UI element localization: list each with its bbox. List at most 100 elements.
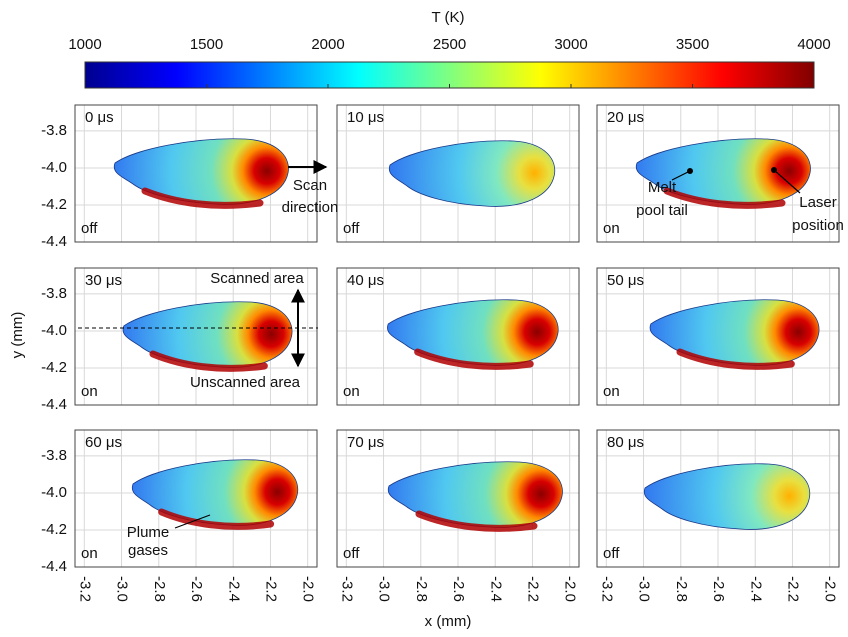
x-tick-label: -2.6 [710, 576, 727, 602]
x-tick-label: -3.2 [338, 576, 355, 602]
panel-frame [596, 429, 840, 568]
time-label: 10 μs [347, 109, 384, 126]
panel: 60 μs on [74, 429, 318, 568]
annotation-line [773, 169, 801, 194]
colorbar-tick-label: 1000 [68, 36, 101, 53]
panel-frame [336, 267, 580, 406]
x-tick-label: -2.6 [450, 576, 467, 602]
x-tick-label: -3.0 [376, 576, 393, 602]
laser-state: on [343, 383, 360, 400]
time-label: 70 μs [347, 434, 384, 451]
colorbar-tick-label: 2500 [433, 36, 466, 53]
annotation: gases [128, 542, 168, 559]
x-tick-label: -2.4 [225, 576, 242, 602]
y-axis-label: y (mm) [9, 312, 26, 359]
x-tick-label: -3.2 [598, 576, 615, 602]
hot-edge [141, 187, 264, 209]
laser-state: on [81, 545, 98, 562]
laser-state: off [343, 545, 360, 562]
annotation: position [792, 217, 844, 234]
x-tick-label: -3.0 [636, 576, 653, 602]
hot-edge [415, 510, 538, 532]
y-tick-label: -4.2 [41, 359, 67, 376]
melt-pool-field [122, 301, 293, 368]
time-label: 80 μs [607, 434, 644, 451]
annotation-dot [687, 168, 693, 174]
x-tick-label: -2.8 [151, 576, 168, 602]
laser-state: off [81, 220, 98, 237]
x-tick-label: -2.8 [673, 576, 690, 602]
annotation-line [671, 170, 691, 181]
time-label: 30 μs [85, 272, 122, 289]
y-tick-label: -3.8 [41, 447, 67, 464]
panel: 20 μs on [596, 104, 840, 243]
melt-pool-field [388, 140, 556, 207]
y-tick-label: -4.2 [41, 521, 67, 538]
melt-pool-field [649, 299, 820, 366]
colorbar-tick-label: 3500 [676, 36, 709, 53]
panel: 30 μs on [74, 267, 318, 406]
x-tick-label: -2.0 [562, 576, 579, 602]
melt-pool [649, 299, 820, 370]
x-tick-label: -2.0 [822, 576, 839, 602]
colorbar-tick-label: 4000 [797, 36, 830, 53]
panel-frame [74, 267, 318, 406]
y-tick-label: -4.0 [41, 159, 67, 176]
panel: 70 μs off [336, 429, 580, 568]
x-tick-label: -2.2 [524, 576, 541, 602]
y-tick-label: -3.8 [41, 285, 67, 302]
panel-frame [596, 104, 840, 243]
colorbar-tick-label: 2000 [311, 36, 344, 53]
melt-pool-field [131, 459, 299, 526]
melt-pool [643, 463, 811, 530]
melt-pool [113, 138, 289, 209]
panel-frame [74, 429, 318, 568]
annotation: Scanned area [210, 270, 304, 287]
annotation: Scan [293, 177, 327, 194]
annotation: Laser [799, 194, 837, 211]
annotation: Melt [648, 179, 677, 196]
panel: 50 μs on [596, 267, 840, 406]
melt-pool-field [387, 461, 563, 528]
laser-state: on [603, 383, 620, 400]
x-tick-label: -2.8 [413, 576, 430, 602]
melt-pool [387, 461, 563, 532]
y-tick-label: -3.8 [41, 122, 67, 139]
melt-pool [387, 299, 559, 370]
y-tick-label: -4.0 [41, 322, 67, 339]
x-tick-label: -2.6 [188, 576, 205, 602]
laser-state: off [343, 220, 360, 237]
panel-frame [596, 267, 840, 406]
hot-edge [158, 508, 275, 530]
annotation: pool tail [636, 202, 688, 219]
time-label: 40 μs [347, 272, 384, 289]
panel: 10 μs off [336, 104, 580, 243]
annotation: direction [282, 199, 339, 216]
hot-edge [663, 187, 786, 209]
y-tick-label: -4.2 [41, 196, 67, 213]
x-tick-label: -2.2 [262, 576, 279, 602]
colorbar [84, 61, 815, 89]
colorbar-tick-label: 3000 [554, 36, 587, 53]
melt-pool-field [387, 299, 559, 366]
time-label: 60 μs [85, 434, 122, 451]
y-tick-label: -4.4 [41, 233, 67, 250]
time-label: 20 μs [607, 109, 644, 126]
time-label: 50 μs [607, 272, 644, 289]
x-tick-label: -2.4 [747, 576, 764, 602]
x-tick-label: -3.2 [76, 576, 93, 602]
x-tick-label: -2.0 [300, 576, 317, 602]
annotation: Unscanned area [190, 374, 301, 391]
x-axis-label: x (mm) [425, 613, 472, 630]
laser-state: on [81, 383, 98, 400]
x-tick-label: -2.2 [784, 576, 801, 602]
melt-pool-field [643, 463, 811, 530]
annotation-line [174, 514, 211, 529]
panel-frame [336, 429, 580, 568]
panel: 0 μs off [74, 104, 318, 243]
melt-pool [635, 138, 811, 209]
laser-state: off [603, 545, 620, 562]
y-tick-label: -4.0 [41, 484, 67, 501]
panel-frame [336, 104, 580, 243]
